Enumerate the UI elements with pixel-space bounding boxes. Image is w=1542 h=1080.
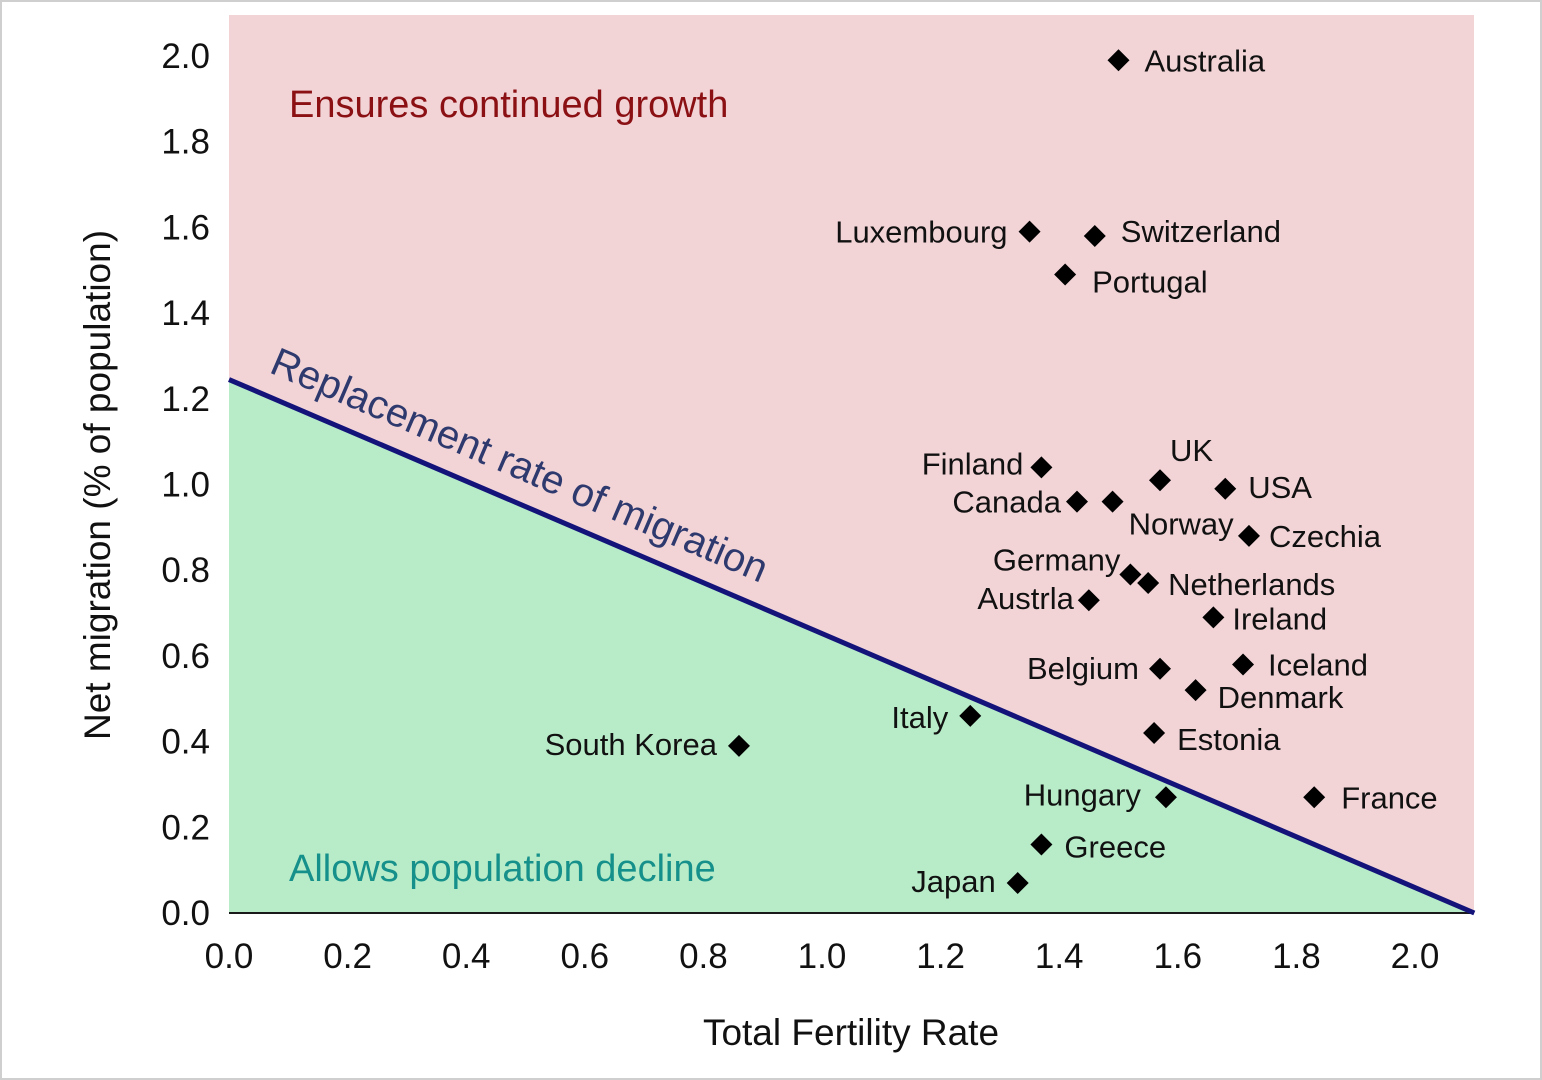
- x-tick-label: 1.6: [1153, 937, 1202, 976]
- point-label: Netherlands: [1168, 567, 1335, 602]
- point-label: Norway: [1129, 507, 1235, 542]
- diamond-marker: [1237, 524, 1260, 547]
- point-label: Germany: [993, 542, 1121, 577]
- point-label: Estonia: [1177, 722, 1281, 757]
- y-tick-label: 1.2: [161, 380, 210, 419]
- x-tick-label: 0.0: [205, 937, 254, 976]
- diamond-marker: [959, 704, 982, 727]
- diamond-marker: [1030, 456, 1053, 479]
- point-label: Switzerland: [1121, 214, 1281, 249]
- data-points: Australia Luxembourg Switzerland Portugal Fi…: [545, 43, 1438, 899]
- y-tick-label: 0.2: [161, 808, 210, 847]
- x-tick-label: 0.2: [323, 937, 372, 976]
- diamond-marker: [1232, 653, 1255, 676]
- x-tick-label: 0.6: [560, 937, 609, 976]
- diamond-marker: [1143, 722, 1166, 745]
- y-tick-label: 0.6: [161, 637, 210, 676]
- y-tick-label: 1.6: [161, 208, 210, 247]
- y-tick-label: 2.0: [161, 37, 210, 76]
- replacement-line: [228, 377, 1476, 916]
- y-tick-label: 1.0: [161, 466, 210, 505]
- y-tick-label: 0.8: [161, 551, 210, 590]
- diamond-marker: [1065, 490, 1088, 513]
- diamond-marker: [1101, 490, 1124, 513]
- x-tick-label: 1.2: [916, 937, 965, 976]
- point-label: Denmark: [1218, 680, 1344, 715]
- point-label: Belgium: [1027, 651, 1139, 686]
- growth-region: [229, 15, 1475, 913]
- point-label: UK: [1170, 433, 1213, 468]
- diamond-marker: [727, 734, 750, 757]
- diamond-marker: [1119, 563, 1142, 586]
- y-axis-title: Net migration (% of population): [77, 230, 118, 740]
- x-tick-label: 0.8: [679, 937, 728, 976]
- x-tick-label: 1.8: [1272, 937, 1321, 976]
- y-tick-label: 1.8: [161, 123, 210, 162]
- growth-region-label: Ensures continued growth: [289, 84, 728, 126]
- x-tick-label: 1.0: [798, 937, 847, 976]
- point-label: Italy: [891, 700, 948, 735]
- y-tick-label: 1.4: [161, 294, 210, 333]
- point-label: Luxembourg: [835, 215, 1007, 250]
- point-label: Canada: [952, 485, 1061, 520]
- point-label: Australia: [1145, 43, 1266, 78]
- decline-region-label: Allows population decline: [289, 848, 716, 890]
- x-axis-ticks: 0.0 0.2 0.4 0.6 0.8 1.0 1.2 1.4 1.6 1.8 2.0: [205, 937, 1440, 976]
- x-tick-label: 0.4: [442, 937, 491, 976]
- point-label: Czechia: [1269, 519, 1382, 554]
- point-label: Japan: [911, 864, 995, 899]
- diamond-marker: [1137, 572, 1160, 595]
- point-label: Finland: [922, 446, 1024, 481]
- diamond-marker: [1303, 786, 1326, 809]
- point-label: France: [1341, 780, 1437, 815]
- diamond-marker: [1018, 220, 1041, 243]
- diamond-marker: [1083, 224, 1106, 247]
- point-label: Austrla: [977, 581, 1074, 616]
- diamond-marker: [1054, 263, 1077, 286]
- x-tick-label: 2.0: [1391, 937, 1440, 976]
- diamond-marker: [1154, 786, 1177, 809]
- y-axis-ticks: 0.0 0.2 0.4 0.6 0.8 1.0 1.2 1.4 1.6 1.8 2.0: [161, 37, 210, 933]
- point-label: Ireland: [1232, 601, 1327, 636]
- diamond-marker: [1149, 657, 1172, 680]
- diamond-marker: [1030, 833, 1053, 856]
- point-label: USA: [1248, 470, 1312, 505]
- diamond-marker: [1214, 477, 1237, 500]
- point-label: Hungary: [1024, 777, 1142, 812]
- diamond-marker: [1149, 469, 1172, 492]
- diamond-marker: [1202, 606, 1225, 629]
- y-tick-label: 0.0: [161, 894, 210, 933]
- x-axis-title: Total Fertility Rate: [703, 1012, 999, 1053]
- diamond-marker: [1184, 679, 1207, 702]
- diamond-marker: [1006, 872, 1029, 895]
- point-label: Greece: [1064, 829, 1166, 864]
- y-tick-label: 0.4: [161, 723, 210, 762]
- diamond-marker: [1077, 589, 1100, 612]
- diamond-marker: [1107, 49, 1130, 72]
- x-tick-label: 1.4: [1035, 937, 1084, 976]
- point-label: South Korea: [545, 727, 718, 762]
- point-label: Iceland: [1268, 647, 1368, 682]
- point-label: Portugal: [1092, 265, 1207, 300]
